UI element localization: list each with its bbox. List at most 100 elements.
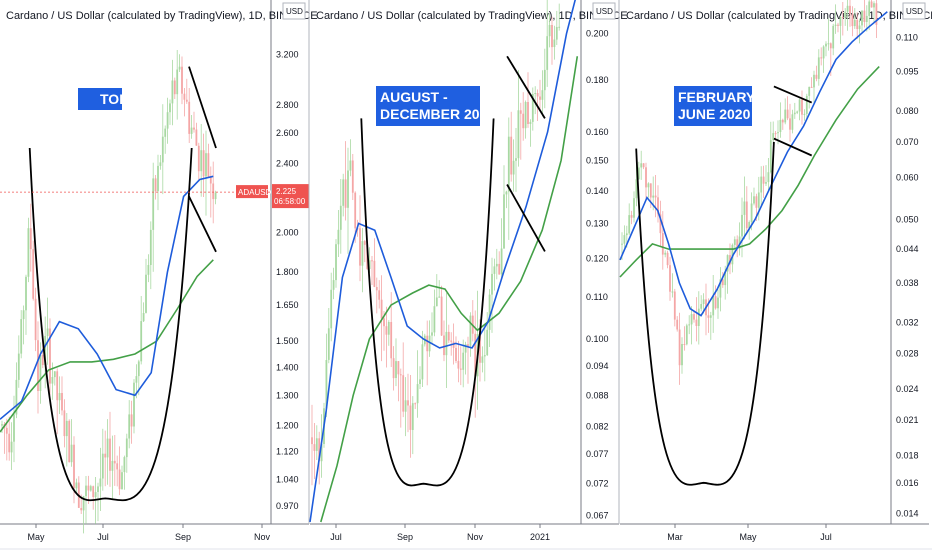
candle-body [61, 393, 63, 411]
candle-body [354, 192, 357, 229]
y-tick-label: 0.077 [586, 449, 609, 459]
candle-body [166, 112, 169, 129]
candle-body [789, 118, 791, 130]
candle-body [399, 374, 402, 376]
candle-body [335, 244, 337, 281]
candle-body [431, 332, 433, 336]
candle-body [181, 66, 183, 94]
chart-title: Cardano / US Dollar (calculated by Tradi… [316, 10, 628, 22]
candle-body [147, 265, 150, 275]
x-tick-label: Sep [397, 532, 413, 542]
candle-body [121, 472, 123, 490]
candle-body [555, 27, 558, 40]
candle-body [195, 129, 198, 146]
handle-trend-line [773, 137, 813, 157]
candle-body [512, 160, 515, 175]
annotation-label-box [674, 86, 752, 126]
candle-body [58, 393, 61, 401]
candle-body [37, 340, 39, 391]
currency-box[interactable] [282, 2, 306, 20]
candle-body [753, 196, 755, 204]
candle-body [844, 11, 847, 18]
candle-body [339, 205, 342, 230]
candle-body [841, 17, 844, 18]
candle-body [729, 255, 731, 265]
candle-body [404, 400, 407, 412]
currency-box[interactable] [902, 2, 926, 20]
candle-body [712, 296, 715, 316]
candle-body [635, 179, 638, 199]
candle-body [407, 400, 409, 406]
y-tick-label: 0.200 [586, 29, 609, 39]
candle-body [378, 290, 381, 300]
candle-body [524, 102, 527, 129]
candle-body [87, 485, 90, 491]
candle-body [700, 304, 703, 309]
candle-body [488, 294, 491, 330]
candle-body [702, 299, 705, 304]
chart-title: Cardano / US Dollar (calculated by Tradi… [6, 10, 318, 22]
candle-body [154, 178, 157, 192]
y-tick-label: 0.160 [586, 127, 609, 137]
x-tick-label: May [739, 532, 757, 542]
candle-body [347, 170, 349, 208]
y-tick-label: 0.014 [896, 509, 919, 519]
candle-body [765, 182, 767, 184]
candle-body [755, 196, 758, 208]
candle-body [546, 36, 549, 70]
candle-body [411, 403, 414, 430]
y-tick-label: 0.067 [586, 510, 609, 520]
candle-body [719, 279, 722, 298]
candle-body [421, 344, 424, 380]
candle-body [13, 414, 15, 442]
candle-body [531, 94, 534, 122]
candle-body [534, 93, 537, 94]
y-tick-label: 0.095 [896, 66, 919, 76]
y-tick-label: 0.050 [896, 215, 919, 225]
candle-body [327, 328, 330, 360]
y-tick-label: 1.300 [276, 390, 299, 400]
candle-body [380, 299, 383, 319]
y-tick-label: 0.018 [896, 451, 919, 461]
currency-box[interactable] [592, 2, 616, 20]
candle-body [464, 344, 467, 353]
candle-body [693, 314, 695, 320]
y-tick-label: 0.088 [586, 390, 609, 400]
candle-body [371, 260, 373, 262]
candle-body [793, 112, 796, 115]
y-tick-label: 2.800 [276, 100, 299, 110]
cup-pattern-line [635, 141, 775, 486]
currency-label: USD [906, 7, 923, 16]
candle-body [827, 43, 830, 45]
chart-panel-1: Cardano / US Dollar (calculated by Tradi… [0, 0, 318, 542]
candle-body [330, 289, 333, 329]
candle-body [133, 382, 135, 427]
candle-body [678, 329, 681, 366]
moving-average-slow [619, 66, 880, 278]
candle-body [558, 26, 561, 28]
candle-body [813, 74, 815, 88]
candle-body [438, 296, 441, 298]
annotation-label: TODAY [100, 91, 148, 107]
candle-body [457, 360, 460, 369]
x-tick-label: Nov [254, 532, 271, 542]
candle-body [630, 215, 633, 218]
candle-body [169, 103, 171, 113]
candle-body [5, 427, 8, 434]
x-tick-label: Jul [330, 532, 342, 542]
candle-body [440, 296, 443, 336]
candle-body [373, 260, 376, 287]
candle-body [801, 99, 803, 115]
candle-body [205, 153, 207, 177]
symbol-tag [236, 185, 268, 199]
candle-body [666, 252, 669, 266]
candle-body [517, 110, 520, 159]
candle-body [503, 194, 505, 249]
candle-body [491, 273, 493, 295]
candle-body [171, 80, 174, 104]
candle-body [80, 508, 83, 511]
y-tick-label: 0.021 [896, 415, 919, 425]
candle-body [363, 241, 366, 245]
x-tick-label: Sep [175, 532, 191, 542]
chart-title: Cardano / US Dollar (calculated by Tradi… [626, 10, 932, 22]
